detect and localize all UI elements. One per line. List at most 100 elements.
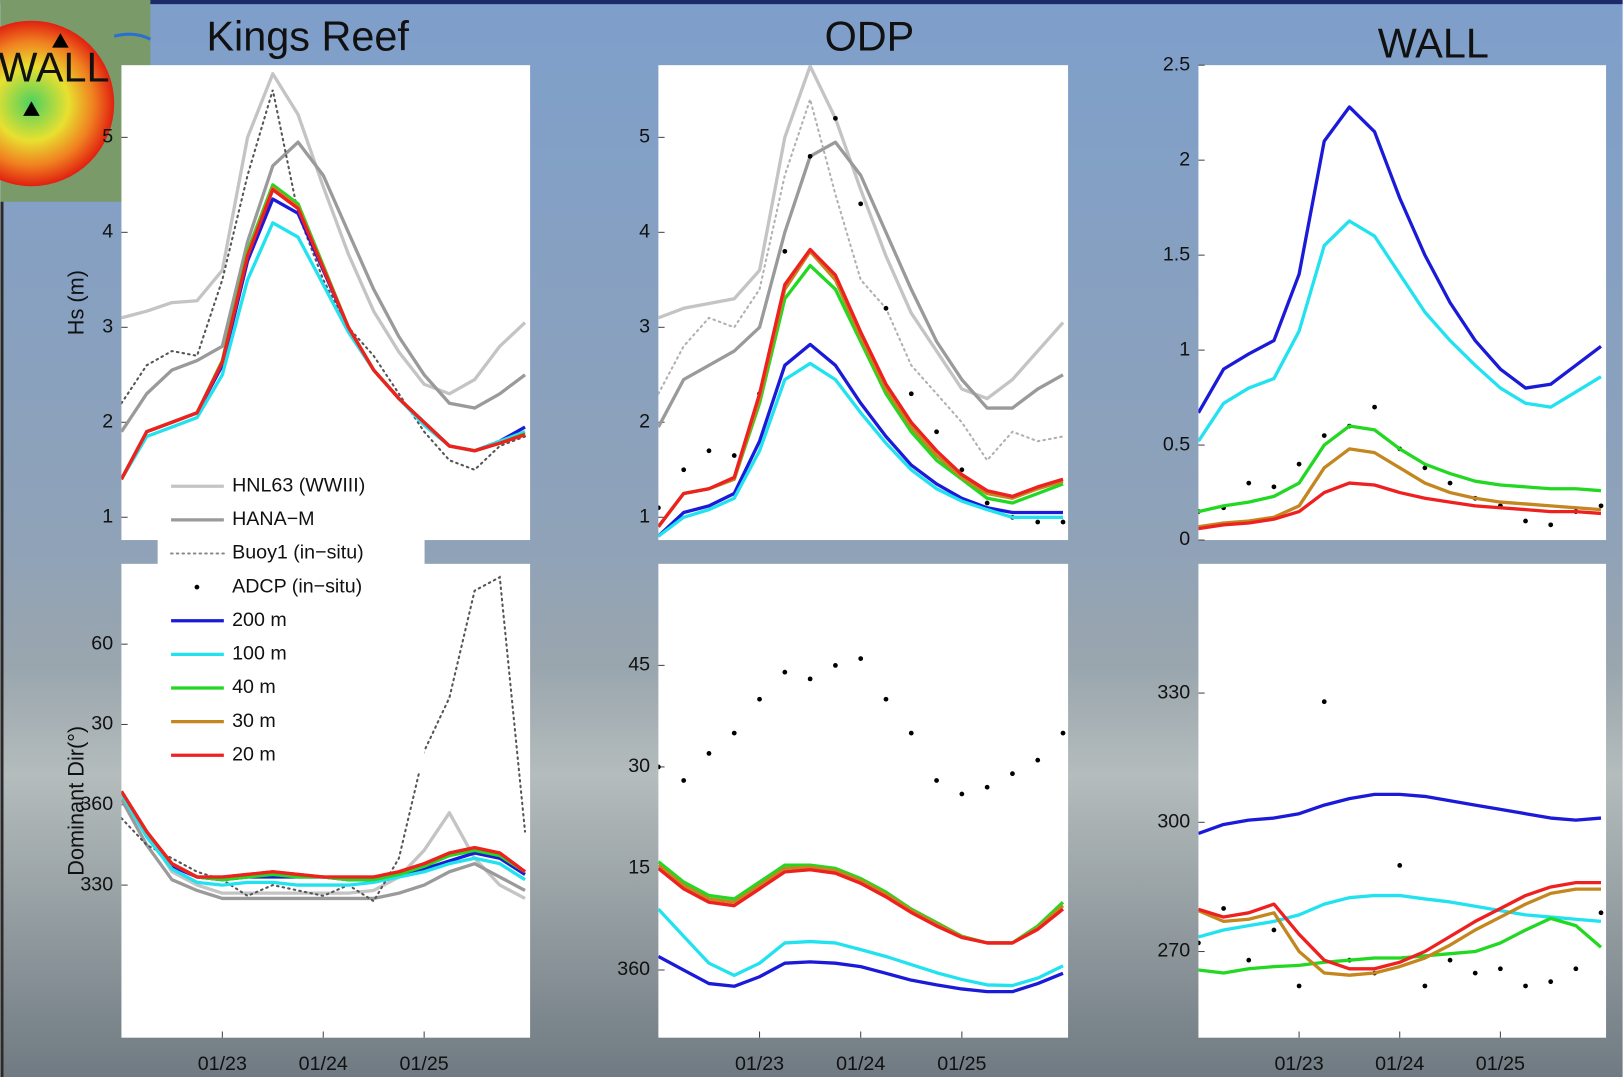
legend-label: HANA−M bbox=[232, 508, 314, 530]
x-tick-label: 01/23 bbox=[198, 1053, 247, 1075]
legend-swatch bbox=[194, 584, 200, 590]
series-line bbox=[121, 795, 526, 900]
legend-label: 20 m bbox=[232, 743, 276, 765]
data-point bbox=[1447, 957, 1453, 963]
series-group bbox=[1198, 105, 1604, 531]
data-point bbox=[1548, 522, 1554, 528]
data-point bbox=[731, 730, 737, 736]
legend-label: 100 m bbox=[232, 643, 287, 665]
data-point bbox=[1321, 699, 1327, 705]
plot-area bbox=[658, 563, 1069, 1038]
series-line bbox=[1198, 792, 1602, 836]
series-line bbox=[121, 798, 526, 901]
data-point bbox=[1221, 906, 1226, 911]
data-point bbox=[1060, 519, 1066, 525]
map-marker bbox=[23, 101, 40, 116]
y-tick-label: 2 bbox=[102, 410, 113, 432]
x-tick-label: 01/24 bbox=[1375, 1053, 1424, 1075]
data-point bbox=[757, 696, 762, 702]
chart-panel: 270 300 330 01/23 01/24 01/25 bbox=[1157, 563, 1607, 1075]
y-tick-label: 1 bbox=[639, 505, 650, 527]
y-tick-label: 3 bbox=[639, 315, 650, 337]
series-line bbox=[121, 72, 527, 396]
data-point bbox=[883, 696, 889, 702]
chart-title: Kings Reef bbox=[206, 13, 409, 59]
data-point bbox=[1271, 484, 1277, 490]
y-tick-label: 60 bbox=[91, 632, 113, 654]
series-group bbox=[1198, 699, 1604, 989]
data-point bbox=[858, 201, 864, 207]
data-point bbox=[984, 500, 990, 506]
series-line bbox=[658, 342, 1064, 538]
data-point bbox=[1598, 503, 1604, 509]
legend-label: ADCP (in−situ) bbox=[232, 575, 362, 597]
y-tick-label: 0 bbox=[1179, 528, 1190, 550]
series-line bbox=[658, 907, 1064, 988]
legend-label: 40 m bbox=[232, 676, 276, 698]
data-point bbox=[782, 669, 788, 675]
data-point bbox=[1397, 863, 1403, 868]
y-tick-label: 4 bbox=[102, 221, 113, 243]
series-line bbox=[658, 140, 1064, 428]
y-tick-label: 4 bbox=[639, 221, 650, 243]
series-line bbox=[658, 955, 1064, 994]
data-point bbox=[1523, 518, 1528, 524]
x-tick-label: 01/25 bbox=[937, 1053, 986, 1075]
series-line bbox=[658, 65, 1065, 401]
series-line bbox=[658, 95, 1065, 462]
y-tick-label: 3 bbox=[102, 315, 113, 337]
series-line bbox=[1198, 481, 1602, 531]
series-line bbox=[121, 575, 527, 903]
data-point bbox=[1296, 983, 1302, 989]
series-group bbox=[121, 575, 527, 903]
y-tick-label: 30 bbox=[628, 755, 650, 777]
data-point bbox=[1523, 983, 1528, 989]
data-point bbox=[1035, 757, 1041, 763]
series-line bbox=[121, 793, 526, 887]
series-line bbox=[121, 140, 527, 433]
plot-area bbox=[1198, 65, 1607, 541]
y-tick-label: 30 bbox=[91, 713, 113, 735]
data-point bbox=[681, 467, 687, 473]
y-tick-label: 1 bbox=[102, 505, 113, 527]
x-tick-label: 01/24 bbox=[836, 1053, 885, 1075]
legend-label: Buoy1 (in−situ) bbox=[232, 542, 364, 564]
series-line bbox=[1198, 916, 1603, 975]
data-point bbox=[807, 153, 813, 159]
series-group bbox=[121, 72, 527, 481]
series-group bbox=[658, 656, 1066, 994]
series-line bbox=[658, 867, 1065, 945]
data-point bbox=[1198, 940, 1201, 946]
chart-title: WALL bbox=[1378, 20, 1489, 66]
x-tick-label: 01/23 bbox=[735, 1053, 784, 1075]
data-point bbox=[833, 663, 838, 668]
data-point bbox=[706, 751, 712, 756]
chart-panel: 360 15 30 45 01/23 01/24 01/25 bbox=[617, 563, 1069, 1075]
x-tick-label: 01/24 bbox=[299, 1053, 348, 1075]
series-line bbox=[1198, 105, 1602, 414]
map-wave-field bbox=[0, 20, 115, 187]
chart-panel: Kings Reef Hs (m) 1 2 3 4 5 bbox=[64, 13, 531, 541]
series-line bbox=[1198, 424, 1602, 514]
y-tick-label: 5 bbox=[102, 126, 113, 148]
data-point bbox=[833, 115, 838, 121]
data-point bbox=[1246, 957, 1252, 963]
data-point bbox=[731, 453, 737, 458]
y-tick-label: 270 bbox=[1157, 940, 1190, 962]
series-line bbox=[121, 187, 526, 480]
y-tick-label: 15 bbox=[628, 857, 650, 879]
y-axis-label: Hs (m) bbox=[64, 270, 89, 335]
series-line bbox=[1198, 219, 1602, 443]
y-tick-label: 360 bbox=[80, 793, 113, 815]
map-label: WALL bbox=[0, 44, 109, 90]
y-axis-label: Dominant Dir(°) bbox=[64, 726, 89, 876]
y-tick-label: 330 bbox=[80, 873, 113, 895]
data-point bbox=[908, 391, 914, 397]
data-point bbox=[1060, 730, 1066, 736]
series-group bbox=[658, 65, 1066, 538]
data-point bbox=[1321, 433, 1327, 438]
data-point bbox=[706, 448, 712, 454]
legend: HNL63 (WWIII) HANA−M Buoy1 (in−situ) ADCP (… bbox=[157, 467, 425, 773]
y-tick-label: 0.5 bbox=[1163, 433, 1190, 455]
